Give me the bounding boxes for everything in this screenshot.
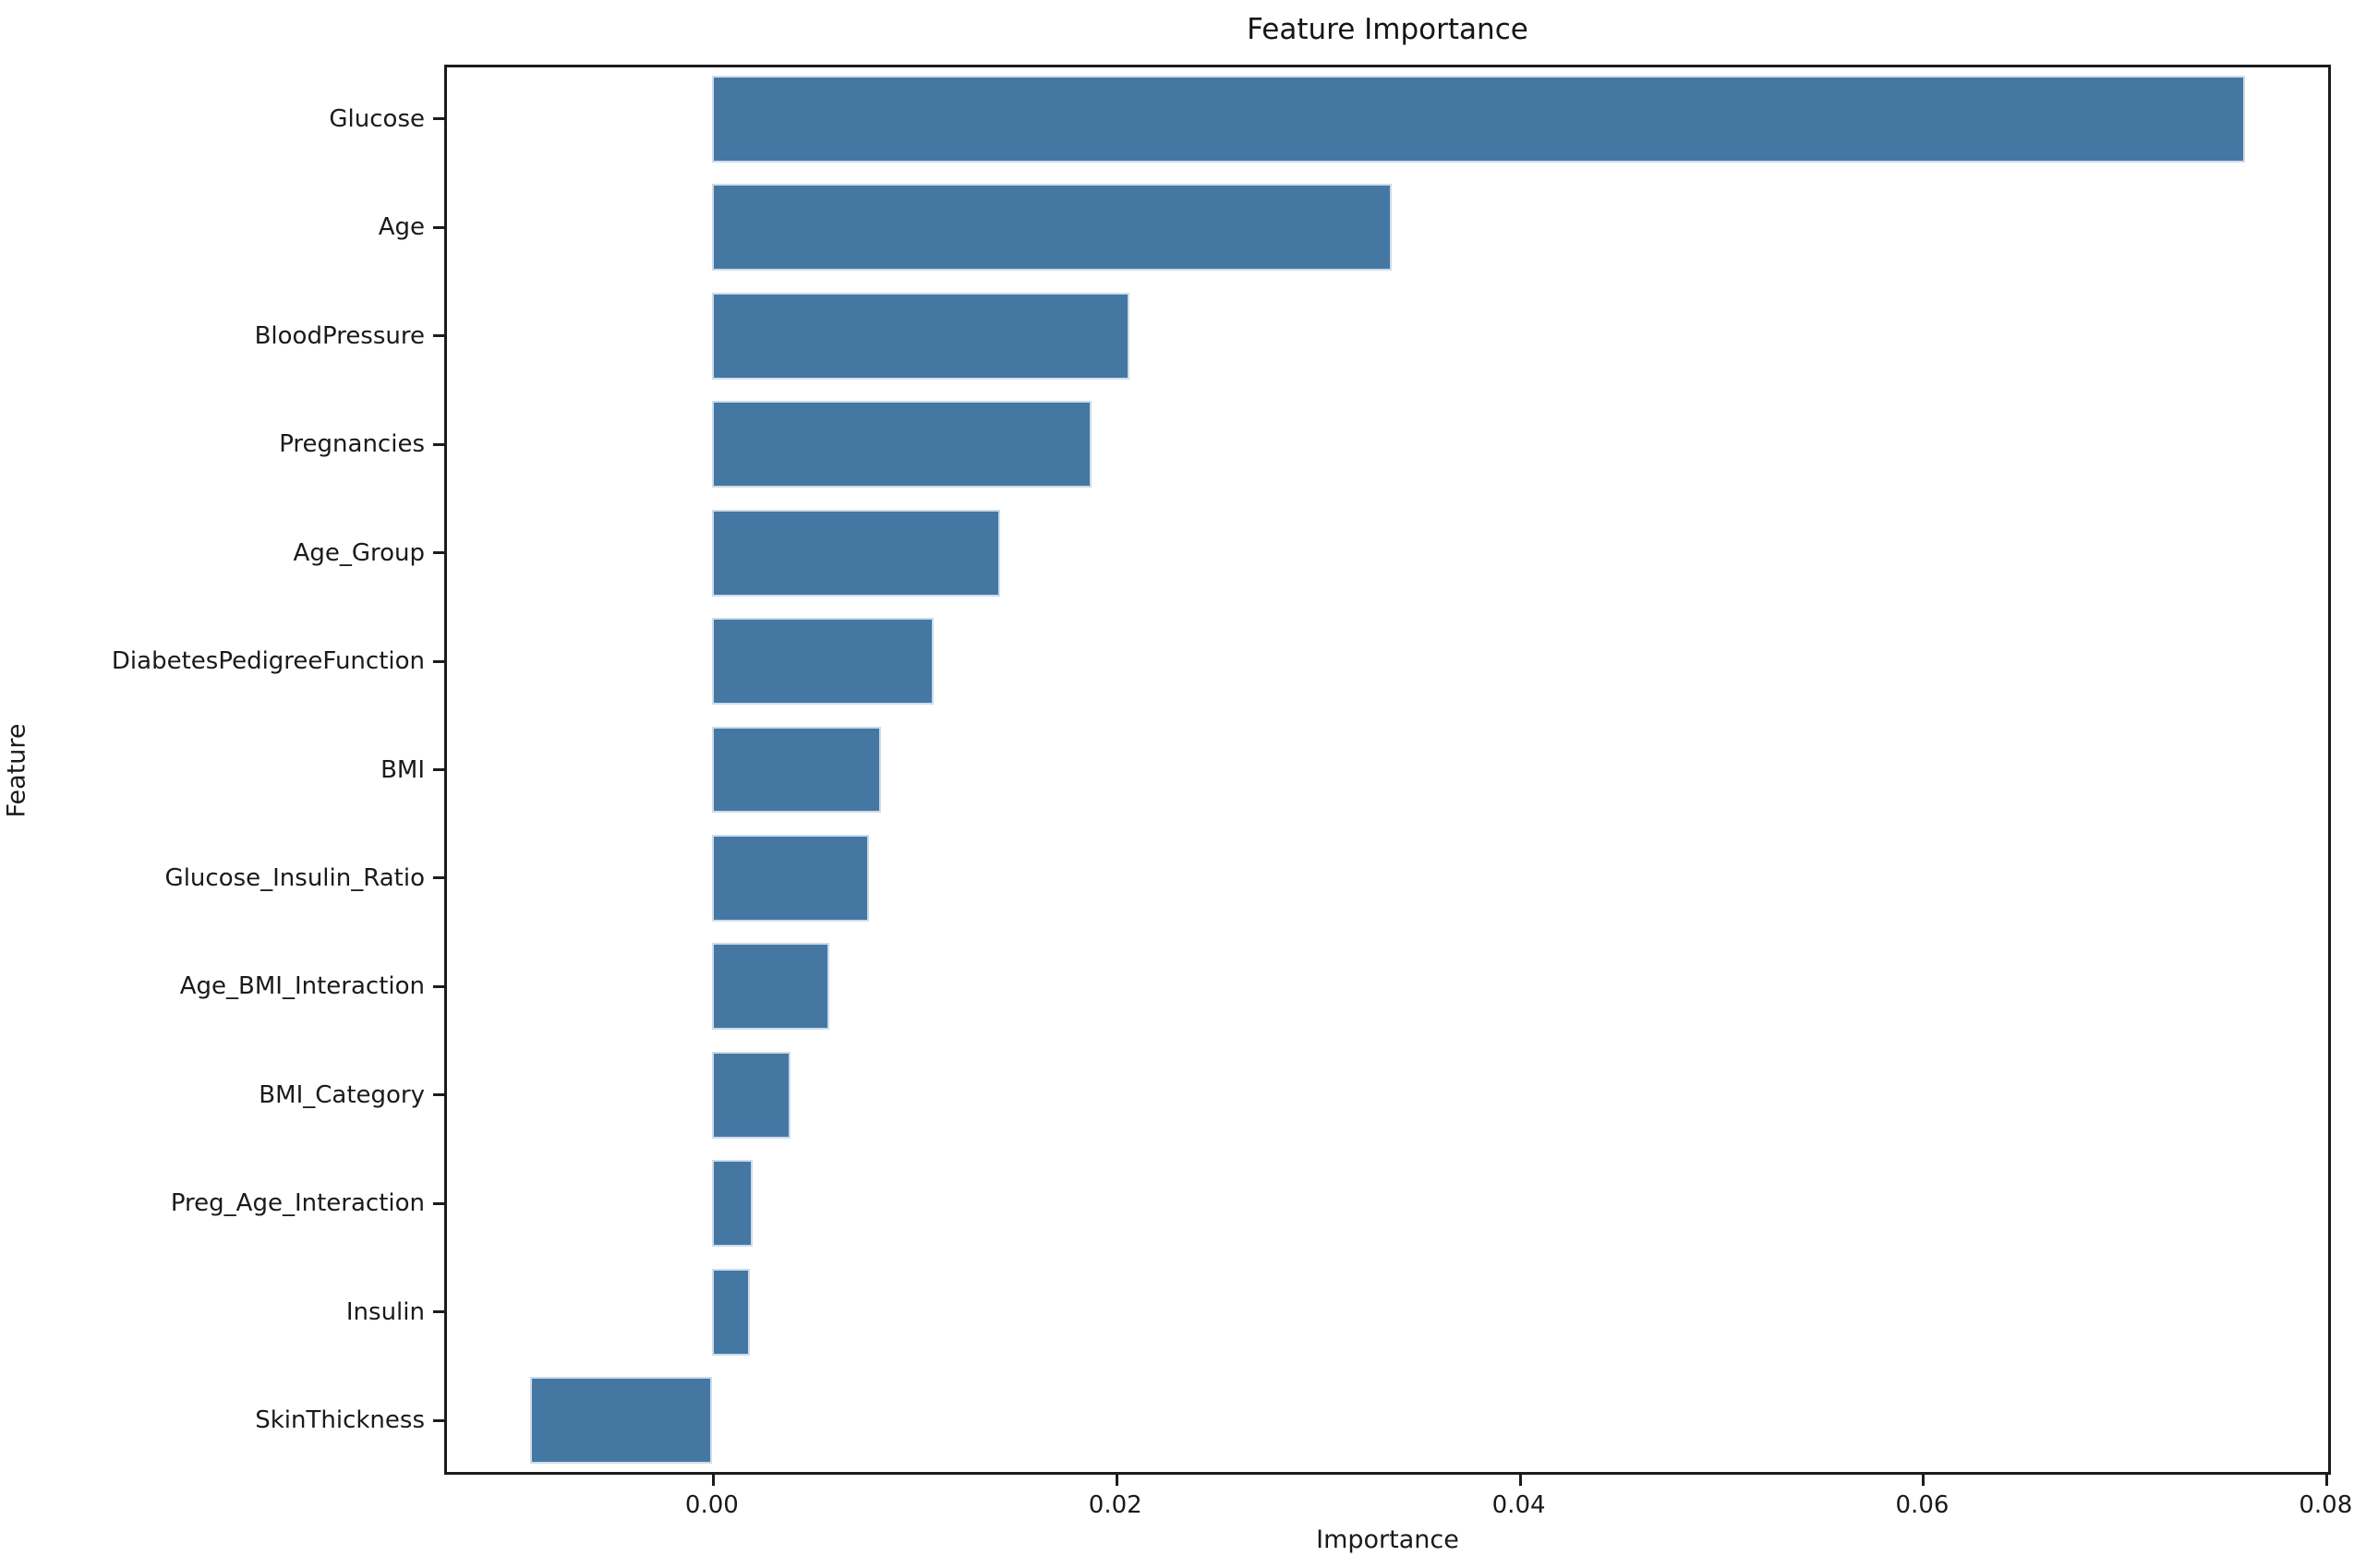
x-axis-label: Importance — [1316, 1526, 1459, 1554]
bar-bloodpressure — [711, 292, 1129, 380]
y-tick-mark — [433, 225, 444, 229]
x-tick-label-0.06: 0.06 — [1895, 1491, 1950, 1519]
x-tick-label-0.04: 0.04 — [1491, 1491, 1546, 1519]
y-tick-mark — [433, 334, 444, 338]
x-tick-mark — [2325, 1475, 2329, 1486]
bar-skinthickness — [530, 1377, 712, 1465]
y-tick-mark — [433, 1093, 444, 1097]
bar-pregnancies — [711, 401, 1092, 488]
y-tick-mark — [433, 984, 444, 988]
y-tick-mark — [433, 768, 444, 771]
y-tick-mark — [433, 117, 444, 121]
bar-bmi_category — [711, 1051, 791, 1139]
y-tick-label-skinthickness: SkinThickness — [255, 1406, 425, 1435]
y-tick-label-bloodpressure: BloodPressure — [254, 321, 425, 350]
y-tick-mark — [433, 1310, 444, 1314]
y-tick-label-insulin: Insulin — [345, 1297, 425, 1326]
x-tick-label-0.02: 0.02 — [1088, 1491, 1142, 1519]
y-tick-label-pregnancies: Pregnancies — [279, 430, 425, 459]
y-tick-mark — [433, 442, 444, 446]
y-tick-label-age_group: Age_Group — [293, 538, 425, 567]
bar-diabetespedigreefunction — [711, 618, 935, 706]
y-tick-label-diabetespedigreefunction: DiabetesPedigreeFunction — [111, 647, 425, 676]
y-axis-label: Feature — [2, 723, 31, 818]
bar-glucose — [711, 75, 2245, 163]
bar-age — [711, 184, 1392, 271]
x-tick-label-0.00: 0.00 — [684, 1491, 739, 1519]
bar-glucose_insulin_ratio — [711, 834, 870, 922]
y-tick-label-bmi: BMI — [380, 755, 425, 784]
bar-age_bmi_interaction — [711, 943, 829, 1031]
y-tick-label-glucose_insulin_ratio: Glucose_Insulin_Ratio — [164, 863, 425, 892]
y-tick-label-preg_age_interaction: Preg_Age_Interaction — [170, 1189, 425, 1218]
y-tick-mark — [433, 1201, 444, 1205]
bar-bmi — [711, 726, 882, 814]
y-tick-label-age: Age — [378, 213, 425, 242]
chart-title: Feature Importance — [1247, 13, 1528, 46]
plot-area: 0.00 0.02 0.04 0.06 0.08 — [433, 65, 2352, 1519]
x-tick-mark — [1922, 1475, 1925, 1486]
x-tick-label-0.08: 0.08 — [2299, 1491, 2353, 1519]
bar-insulin — [711, 1268, 751, 1356]
y-tick-mark — [433, 1418, 444, 1422]
bar-age_group — [711, 509, 1001, 597]
x-tick-mark — [1115, 1475, 1118, 1486]
y-tick-label-age_bmi_interaction: Age_BMI_Interaction — [179, 972, 425, 1001]
y-tick-mark — [433, 659, 444, 663]
bar-preg_age_interaction — [711, 1160, 753, 1248]
y-tick-label-bmi_category: BMI_Category — [259, 1080, 425, 1109]
y-tick-label-glucose: Glucose — [329, 104, 425, 133]
y-tick-mark — [433, 551, 444, 555]
y-axis-tick-labels: Glucose Age BloodPressure Pregnancies Age_Gr… — [0, 65, 425, 1475]
y-tick-mark — [433, 876, 444, 880]
x-tick-mark — [1518, 1475, 1522, 1486]
x-tick-mark — [711, 1475, 715, 1486]
